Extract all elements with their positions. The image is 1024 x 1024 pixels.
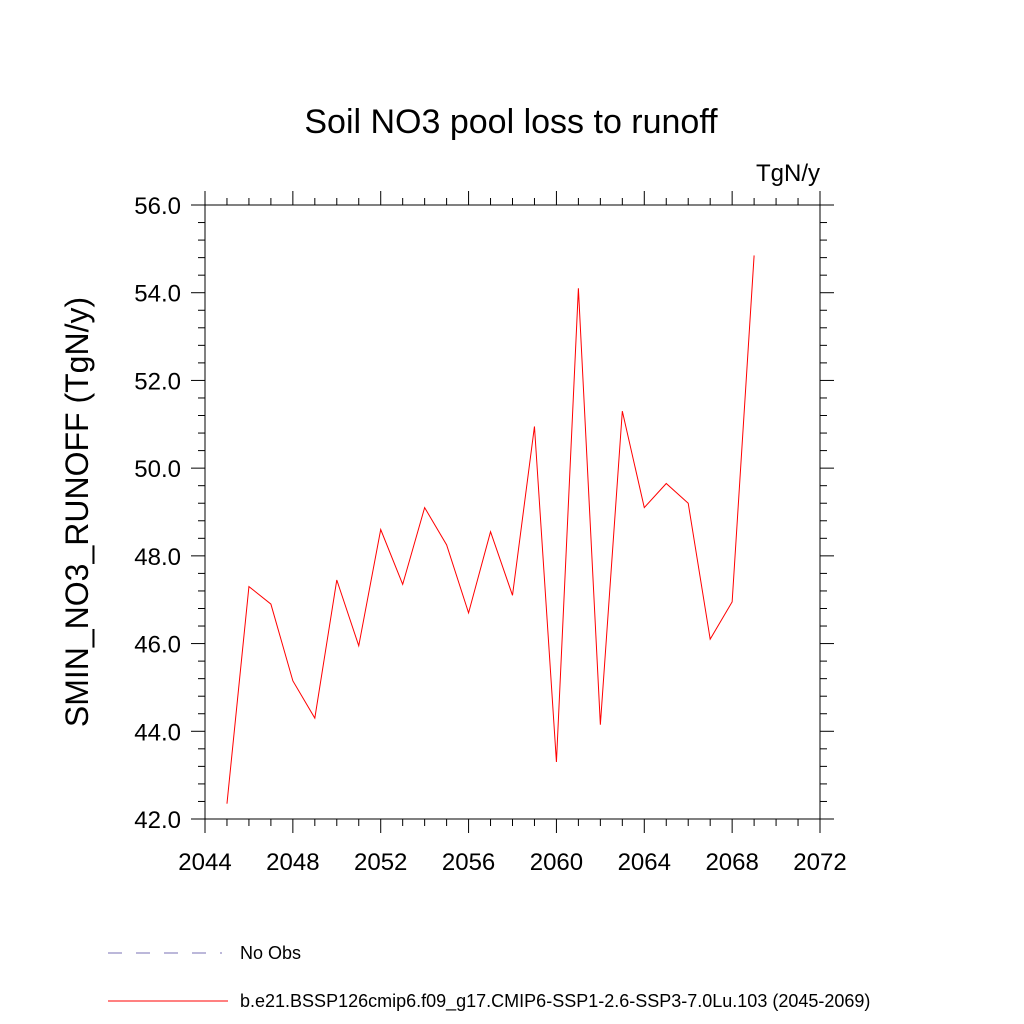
legend: No Obs b.e21.BSSP126cmip6.f09_g17.CMIP6-…	[108, 943, 870, 1012]
series-points	[226, 255, 754, 804]
y-tick-label: 42.0	[134, 807, 181, 834]
y-axis-label: SMIN_NO3_RUNOFF (TgN/y)	[59, 297, 95, 727]
legend-label-run: b.e21.BSSP126cmip6.f09_g17.CMIP6-SSP1-2.…	[240, 991, 870, 1012]
y-tick-label: 46.0	[134, 632, 181, 659]
x-tick-label: 2072	[793, 849, 846, 876]
y-tick-label: 50.0	[134, 456, 181, 483]
y-tick-label: 44.0	[134, 719, 181, 746]
x-tick-label: 2060	[530, 849, 583, 876]
x-tick-label: 2052	[354, 849, 407, 876]
y-tick-label: 52.0	[134, 368, 181, 395]
x-tick-label: 2048	[266, 849, 319, 876]
legend-label-no-obs: No Obs	[240, 943, 301, 963]
axis-ticks	[191, 191, 834, 833]
y-tick-label: 48.0	[134, 544, 181, 571]
x-tick-label: 2044	[178, 849, 231, 876]
x-tick-label: 2056	[442, 849, 495, 876]
y-tick-label: 56.0	[134, 193, 181, 220]
x-tick-label: 2064	[618, 849, 671, 876]
units-label: TgN/y	[756, 160, 820, 187]
tick-labels: 2044 2048 2052 2056 2060 2064 2068 2072 42.0 44.0…	[134, 193, 846, 876]
y-tick-label: 54.0	[134, 281, 181, 308]
plot-frame	[204, 204, 821, 820]
series-line	[226, 255, 755, 804]
chart-title: Soil NO3 pool loss to runoff	[304, 103, 718, 141]
x-tick-label: 2068	[705, 849, 758, 876]
